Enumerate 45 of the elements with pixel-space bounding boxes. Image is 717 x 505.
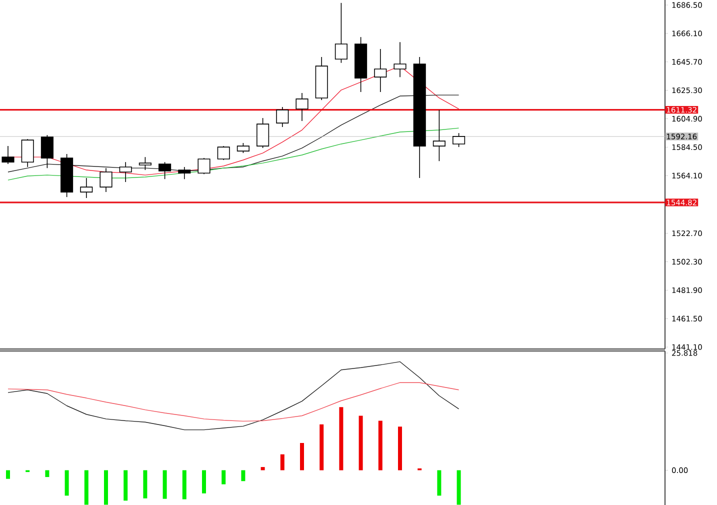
line-series	[8, 382, 460, 422]
candlestick	[432, 110, 446, 162]
bar	[124, 470, 128, 501]
bar	[398, 426, 402, 470]
candlestick	[236, 142, 250, 154]
candlestick	[296, 92, 308, 122]
candlestick	[334, 2, 348, 64]
candlestick	[119, 162, 132, 182]
bar	[358, 416, 363, 470]
bar	[202, 470, 206, 494]
bar	[64, 470, 69, 496]
bar	[6, 470, 10, 479]
bar	[222, 470, 226, 484]
bar	[182, 470, 186, 500]
candlestick	[198, 158, 210, 174]
bar	[104, 470, 108, 505]
candlestick	[178, 166, 191, 180]
candlestick	[374, 48, 387, 92]
candlestick	[276, 106, 289, 128]
candlestick	[80, 178, 93, 198]
bar	[456, 470, 461, 505]
candlestick	[21, 138, 34, 168]
candlestick	[158, 162, 172, 180]
bar	[280, 454, 284, 470]
candlestick	[394, 42, 406, 78]
candlestick	[138, 156, 152, 170]
bar	[84, 470, 88, 505]
line-series	[8, 94, 460, 172]
bar	[300, 442, 304, 470]
candlestick	[452, 132, 466, 148]
bar	[143, 470, 148, 498]
bar	[437, 470, 442, 496]
candlestick	[217, 146, 230, 160]
line-series	[8, 361, 460, 430]
candlestick	[40, 134, 54, 168]
bar	[260, 467, 265, 470]
bar	[162, 470, 167, 499]
bar	[45, 470, 50, 478]
candlestick	[256, 118, 270, 148]
bar	[378, 420, 382, 470]
bar	[339, 407, 344, 470]
candlestick	[2, 146, 14, 164]
bar	[320, 424, 324, 470]
bar	[241, 470, 246, 482]
candlestick	[100, 168, 112, 192]
